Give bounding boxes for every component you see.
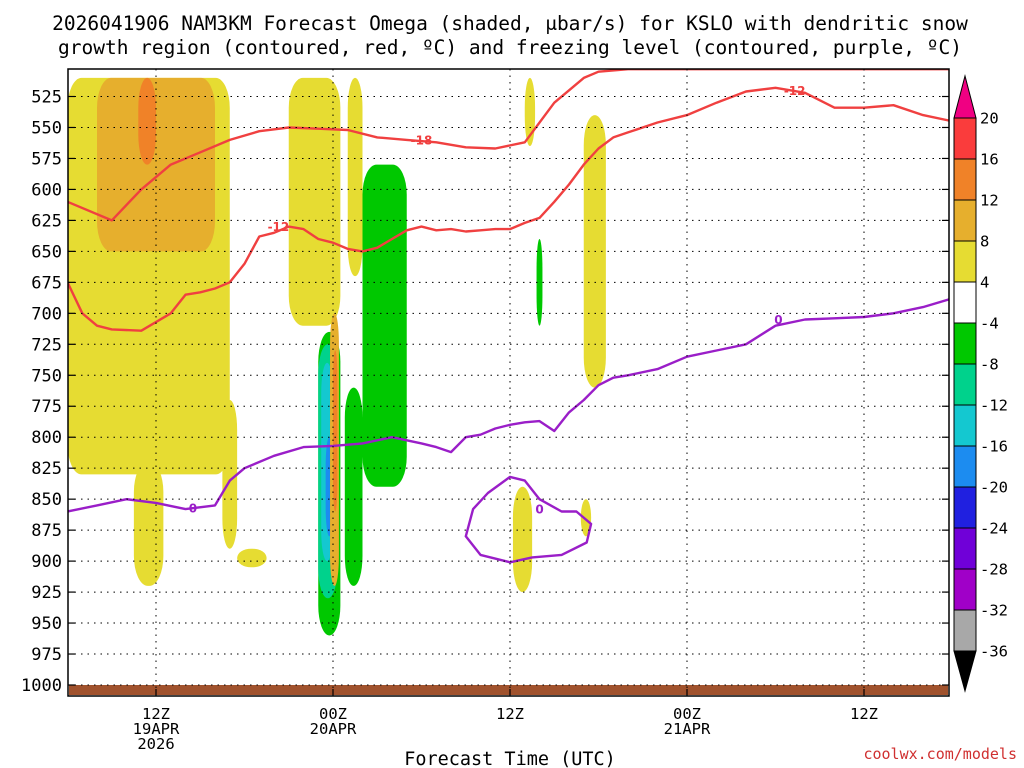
y-axis: 525 550 575 600 625 650 675 700 725 750 775 800 825 8… <box>21 88 949 696</box>
y-tick-label: 1000 <box>21 676 62 696</box>
omega-region-1 <box>288 77 341 326</box>
omega-shading-layer <box>68 77 606 636</box>
contour-label-4: 0 <box>535 503 543 517</box>
y-tick-label: 525 <box>31 88 62 108</box>
colorbar-label: -16 <box>980 438 1008 456</box>
colorbar-label: -24 <box>980 520 1008 538</box>
contour-label-0: -18 <box>411 133 433 147</box>
contour-label-3: 0 <box>189 501 197 515</box>
omega-region-13 <box>344 387 363 586</box>
chart-title-line-1: 2026041906 NAM3KM Forecast Omega (shaded… <box>52 12 968 35</box>
contour-label-1: -12 <box>268 220 290 234</box>
omega-region-20 <box>333 350 338 512</box>
x-tick-label: 12Z <box>850 705 878 723</box>
x-tick-label: 00Z <box>319 705 347 723</box>
colorbar-bin <box>953 240 977 283</box>
terrain-ground <box>69 685 948 695</box>
colorbar-label: 20 <box>980 110 999 128</box>
colorbar-label: 8 <box>980 233 989 251</box>
colorbar-bin <box>953 281 977 324</box>
omega-region-8 <box>512 486 533 593</box>
y-tick-label: 700 <box>31 304 62 324</box>
colorbar-bin <box>953 486 977 529</box>
colorbar-under-arrow <box>953 650 977 693</box>
colorbar-label: 12 <box>980 192 999 210</box>
y-tick-label: 900 <box>31 552 62 572</box>
y-tick-label: 675 <box>31 273 62 293</box>
y-tick-label: 600 <box>31 180 62 200</box>
plot-frame <box>67 68 950 697</box>
omega-region-10 <box>97 77 215 252</box>
colorbar: -36 -32 -28 -24 -20 -16 -12 -8 -4 4 8 12 16 20 <box>953 74 1008 693</box>
contour-line-3 <box>464 475 593 564</box>
colorbar-label: -12 <box>980 397 1008 415</box>
credit-watermark: coolwx.com/models <box>863 745 1017 763</box>
colorbar-bin <box>953 404 977 447</box>
omega-region-7 <box>237 548 267 568</box>
colorbar-label: -4 <box>980 315 999 333</box>
colorbar-bin <box>953 199 977 242</box>
grid-lines <box>68 69 949 696</box>
colorbar-bin <box>953 609 977 652</box>
contour-label-2: -12 <box>784 84 806 98</box>
colorbar-label: -28 <box>980 561 1008 579</box>
y-tick-label: 975 <box>31 645 62 665</box>
contour-line-1 <box>68 86 949 332</box>
x-tick-label: 20APR <box>310 720 357 738</box>
colorbar-bin <box>953 445 977 488</box>
y-tick-label: 775 <box>31 397 62 417</box>
omega-region-9 <box>580 499 592 537</box>
contour-layer <box>68 69 949 564</box>
y-tick-label: 925 <box>31 583 62 603</box>
colorbar-over-arrow <box>953 74 977 119</box>
colorbar-label: 4 <box>980 274 989 292</box>
omega-region-6 <box>222 400 238 549</box>
contour-line-2 <box>68 298 949 513</box>
x-tick-label: 19APR <box>133 720 180 738</box>
y-tick-label: 550 <box>31 118 62 138</box>
y-tick-label: 875 <box>31 521 62 541</box>
y-tick-label: 750 <box>31 366 62 386</box>
ground-fill <box>69 685 948 695</box>
colorbar-bin <box>953 363 977 406</box>
x-tick-label: 00Z <box>673 705 701 723</box>
chart-title-line-2: growth region (contoured, red, ºC) and f… <box>58 36 962 59</box>
colorbar-label: -20 <box>980 479 1008 497</box>
colorbar-bin <box>953 527 977 570</box>
omega-region-5 <box>133 461 164 586</box>
colorbar-label: 16 <box>980 151 999 169</box>
y-tick-label: 800 <box>31 428 62 448</box>
colorbar-bin <box>953 158 977 201</box>
y-tick-label: 725 <box>31 335 62 355</box>
colorbar-bin <box>953 322 977 365</box>
y-tick-label: 575 <box>31 149 62 169</box>
colorbar-label: -36 <box>980 643 1008 661</box>
colorbar-bin <box>953 117 977 160</box>
x-tick-label: 2026 <box>137 735 174 753</box>
x-axis-title: Forecast Time (UTC) <box>404 749 616 768</box>
x-tick-label: 21APR <box>664 720 711 738</box>
y-tick-label: 850 <box>31 490 62 510</box>
x-tick-label: 12Z <box>496 705 524 723</box>
y-tick-label: 625 <box>31 211 62 231</box>
omega-region-15 <box>536 238 543 326</box>
y-tick-label: 650 <box>31 242 62 262</box>
colorbar-label: -8 <box>980 356 999 374</box>
omega-region-2 <box>347 77 363 277</box>
contour-labels: -18 -12 -12 0 0 0 <box>189 84 806 517</box>
contour-label-5: 0 <box>774 313 782 327</box>
x-tick-label: 12Z <box>142 705 170 723</box>
y-tick-label: 825 <box>31 459 62 479</box>
omega-region-3 <box>524 77 536 147</box>
colorbar-bin <box>953 568 977 611</box>
y-tick-label: 950 <box>31 614 62 634</box>
omega-region-11 <box>138 77 156 165</box>
colorbar-label: -32 <box>980 602 1008 620</box>
